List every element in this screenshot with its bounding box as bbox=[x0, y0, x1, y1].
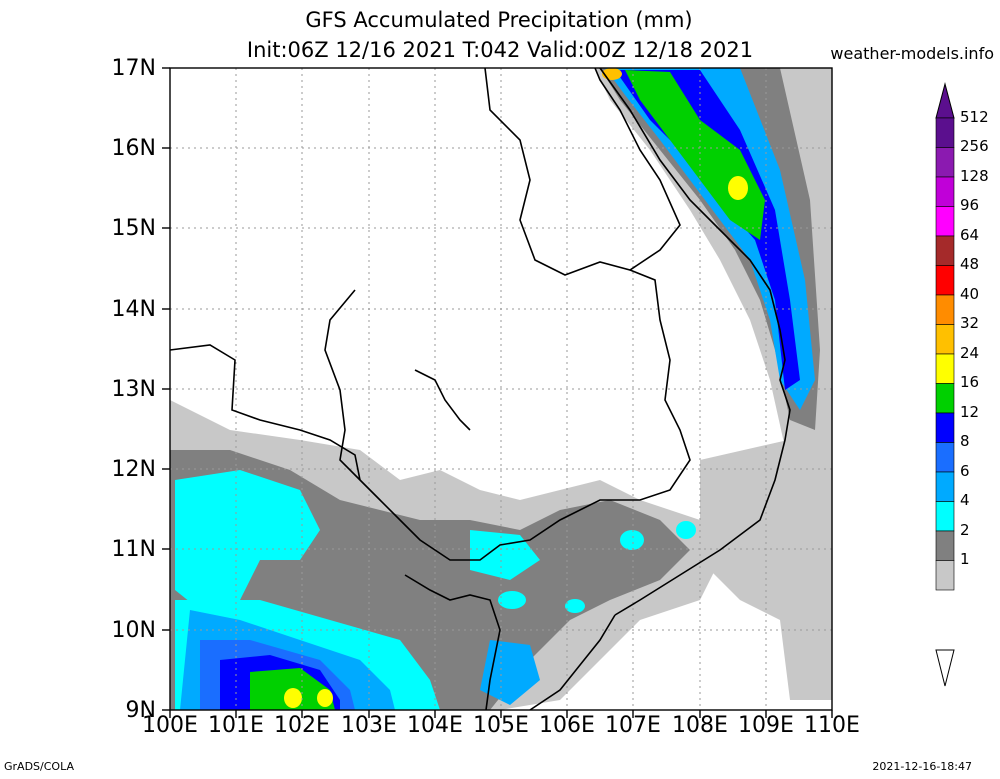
legend-label-2: 2 bbox=[960, 521, 970, 539]
lon-label-107e: 107E bbox=[605, 713, 661, 738]
legend-label-48: 48 bbox=[960, 255, 980, 273]
colorbar-32 bbox=[935, 324, 955, 355]
legend-label-24: 24 bbox=[960, 344, 980, 362]
legend-label-128: 128 bbox=[960, 167, 989, 185]
map-subtitle: Init:06Z 12/16 2021 T:042 Valid:00Z 12/1… bbox=[246, 38, 754, 62]
colorbar-top-arrow bbox=[935, 82, 955, 119]
axis-ticks bbox=[162, 67, 833, 718]
precip-field bbox=[170, 68, 832, 710]
colorbar-6 bbox=[935, 471, 955, 502]
colorbar-1 bbox=[935, 560, 955, 591]
colorbar-16 bbox=[935, 383, 955, 414]
map-title: GFS Accumulated Precipitation (mm) bbox=[305, 8, 693, 32]
legend-label-16: 16 bbox=[960, 373, 980, 391]
lon-label-106e: 106E bbox=[539, 713, 595, 738]
lon-label-101e: 101E bbox=[208, 713, 264, 738]
legend-label-64: 64 bbox=[960, 226, 980, 244]
lon-label-110e: 110E bbox=[804, 713, 860, 738]
legend-label-512: 512 bbox=[960, 108, 989, 126]
lon-label-102e: 102E bbox=[274, 713, 330, 738]
lat-label-15n: 15N bbox=[111, 216, 156, 241]
legend-label-4: 4 bbox=[960, 491, 970, 509]
lat-label-13n: 13N bbox=[111, 377, 156, 402]
colorbar-256 bbox=[935, 147, 955, 178]
legend-label-256: 256 bbox=[960, 137, 989, 155]
lat-label-17n: 17N bbox=[111, 56, 156, 81]
lat-label-9n: 9N bbox=[125, 698, 156, 723]
colorbar-64 bbox=[935, 235, 955, 266]
lat-label-12n: 12N bbox=[111, 457, 156, 482]
lat-label-10n: 10N bbox=[111, 618, 156, 643]
colorbar-bottom-arrow bbox=[935, 649, 955, 687]
legend-label-8: 8 bbox=[960, 432, 970, 450]
legend-label-40: 40 bbox=[960, 285, 980, 303]
lon-label-100e: 100E bbox=[142, 713, 198, 738]
legend-label-32: 32 bbox=[960, 314, 980, 332]
lon-label-105e: 105E bbox=[473, 713, 529, 738]
coastlines bbox=[169, 67, 791, 711]
colorbar-96 bbox=[935, 206, 955, 237]
colorbar-40 bbox=[935, 294, 955, 325]
footer-timestamp: 2021-12-16-18:47 bbox=[872, 760, 972, 773]
colorbar-512 bbox=[935, 117, 955, 148]
colorbar-12 bbox=[935, 412, 955, 443]
legend-label-96: 96 bbox=[960, 196, 980, 214]
colorbar-48 bbox=[935, 265, 955, 296]
colorbar-4 bbox=[935, 501, 955, 532]
lat-label-16n: 16N bbox=[111, 136, 156, 161]
lon-label-104e: 104E bbox=[407, 713, 463, 738]
gridlines bbox=[170, 68, 832, 710]
colorbar-8 bbox=[935, 442, 955, 473]
colorbar-128 bbox=[935, 176, 955, 207]
lat-label-14n: 14N bbox=[111, 297, 156, 322]
lon-label-103e: 103E bbox=[341, 713, 397, 738]
colorbar-24 bbox=[935, 353, 955, 384]
legend-label-12: 12 bbox=[960, 403, 980, 421]
lon-label-109e: 109E bbox=[738, 713, 794, 738]
lon-label-108e: 108E bbox=[672, 713, 728, 738]
legend-label-6: 6 bbox=[960, 462, 970, 480]
site-label: weather-models.info bbox=[830, 44, 994, 63]
lat-label-11n: 11N bbox=[111, 537, 156, 562]
legend-label-1: 1 bbox=[960, 550, 970, 568]
footer-grads: GrADS/COLA bbox=[4, 760, 74, 773]
colorbar bbox=[935, 82, 955, 687]
colorbar-2 bbox=[935, 530, 955, 561]
